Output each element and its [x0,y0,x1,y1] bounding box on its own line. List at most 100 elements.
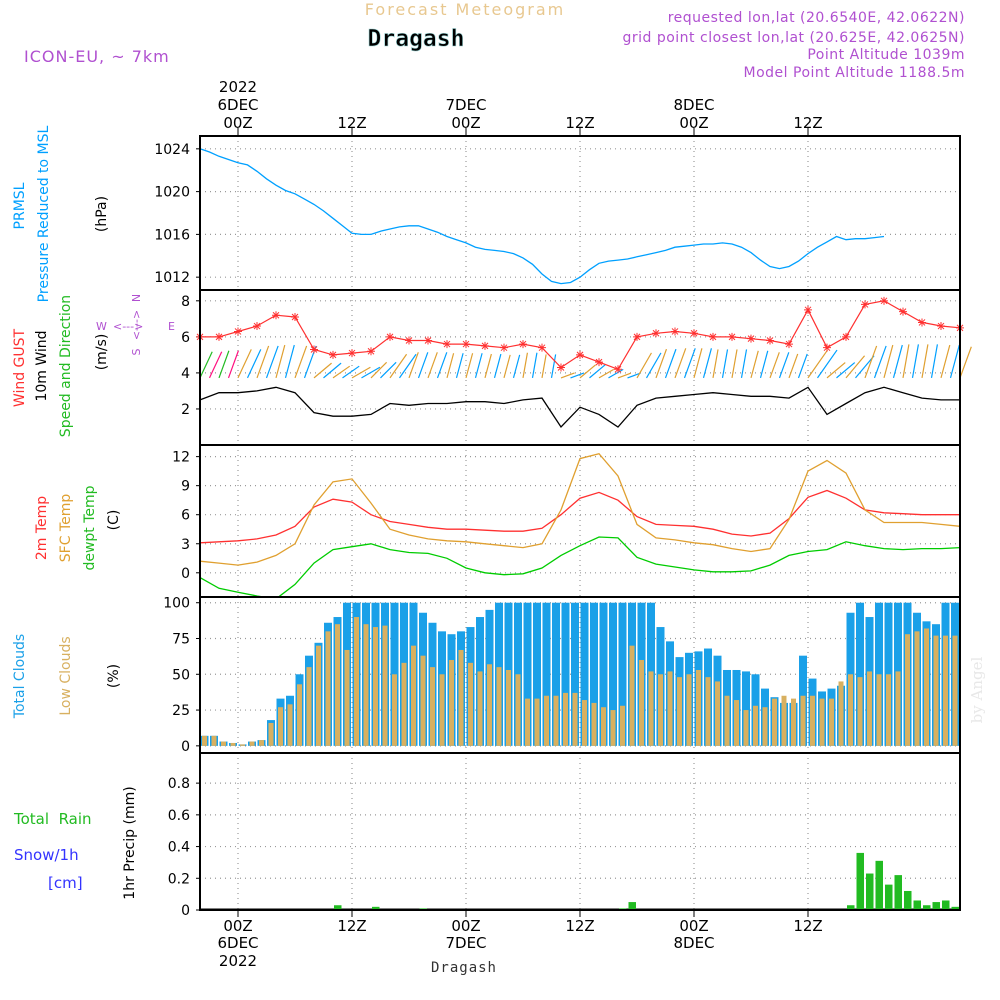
total-cloud-bar [856,602,864,746]
dewpt-line [199,536,961,600]
low-cloud-bar [629,645,635,746]
wind-direction-arrow [294,345,308,379]
rain-bar [866,873,874,910]
wind-direction-arrow [399,353,417,379]
gust-marker [500,343,508,352]
low-cloud-bar [848,674,853,746]
gust-marker [424,336,432,345]
low-cloud-bar [791,698,796,746]
model-label: ICON-EU, ~ 7km [24,47,170,66]
wind-direction-arrow [275,344,286,379]
gust-label: Wind GUST [12,328,28,407]
gust-marker [367,347,375,356]
wind-direction-arrow [237,349,252,379]
compass-w: W [96,320,107,333]
gust-marker [804,305,812,314]
rain-bar [334,905,342,910]
rain-bar [372,906,380,910]
low-cloud-bar [696,669,701,746]
low-cloud-bar [734,700,739,746]
wind-dir-label: Speed and Direction [58,295,74,437]
ytick-label: 1024 [154,142,190,158]
wind-direction-arrow [845,355,866,379]
wind-direction-arrow [265,345,279,379]
wind-direction-arrow [855,355,875,379]
wind-direction-arrow [465,353,474,379]
wind-direction-arrow [579,364,597,379]
gust-marker [234,327,242,336]
low-cloud-bar [743,710,749,746]
gust-marker [671,327,679,336]
wind-direction-arrow [940,344,951,379]
wind-direction-arrow [531,352,538,378]
wind-direction-arrow [560,372,575,379]
gust-marker [823,343,831,352]
wind-direction-arrow [902,344,910,378]
low-cloud-bar [658,674,663,746]
wind-direction-arrow [759,350,769,379]
rain-bar [628,902,636,910]
low-cloud-bar [895,671,901,746]
precip-panel: 0 0.2 0.4 0.6 0.8 [168,752,961,919]
ytick-label: 0 [181,566,190,582]
gust-marker [443,340,451,349]
low-cloud-bar [591,702,597,746]
gust-marker [253,322,261,331]
pressure-panel: 1012 1016 1020 1024 [154,135,961,291]
low-cloud-bar [829,698,834,746]
gust-marker [880,296,888,305]
compass-vertical-arrows: <---> [130,310,143,340]
low-cloud-bar [610,710,616,746]
low-cloud-bar [420,655,426,746]
wind-direction-arrow [864,345,878,379]
low-cloud-bar [458,649,464,746]
wind-direction-arrow [370,361,388,379]
top-axis-label: 12Z [793,114,822,132]
gust-marker [329,350,337,359]
gust-marker [899,307,907,316]
wind-direction-arrow [361,366,381,379]
wind-direction-arrow [702,348,712,379]
compass-rose: N <---> S W <---> E [96,294,175,356]
wind-direction-arrow [446,353,455,379]
pressure-unit: (hPa) [94,196,110,232]
pressure-label-1: PRMSL [12,182,28,229]
low-cloud-bar [506,669,511,746]
low-cloud-bar [772,698,777,746]
low-cloud-bar [249,741,255,746]
requested-coords: requested lon,lat (20.6540E, 42.0622N) [668,10,965,26]
wind-direction-arrow [674,348,687,379]
gust-marker [747,334,755,343]
total-cloud-bar [542,602,551,746]
wind-direction-arrow [617,372,631,379]
gust-marker [386,332,394,341]
low-cloud-bar [857,677,863,746]
ytick-label: 4 [181,366,190,382]
low-cloud-bar [943,635,948,746]
wind-direction-arrow [797,353,808,379]
gust-marker [576,350,584,359]
wind-direction-arrow [959,346,972,379]
low-cloud-bar [211,735,217,746]
compass-n: N [130,294,143,302]
wind-direction-arrow [417,352,429,379]
compass-s: S [130,348,143,355]
super-title: Forecast Meteogram [365,0,565,19]
low-cloud-bar [534,698,540,746]
low-cloud-bar [601,707,606,746]
wind-direction-arrow [493,353,502,379]
wind-direction-arrow [408,352,419,379]
low-cloud-bar [819,698,825,746]
low-cloud-bar [838,681,844,746]
gust-marker [709,332,717,341]
clouds-panel: 0 25 50 75 100 [163,596,961,755]
wind-direction-arrow [313,362,332,379]
bottom-axis-label: 00Z [223,917,252,935]
low-cloud-bar [553,695,559,746]
gust-marker [272,311,280,320]
ytick-label: 1020 [154,185,190,201]
wind-direction-arrow [380,361,397,379]
point-altitude: Point Altitude 1039m [807,47,965,63]
wind-label: 10m Wind [34,330,50,401]
top-axis-label: 12Z [565,114,594,132]
